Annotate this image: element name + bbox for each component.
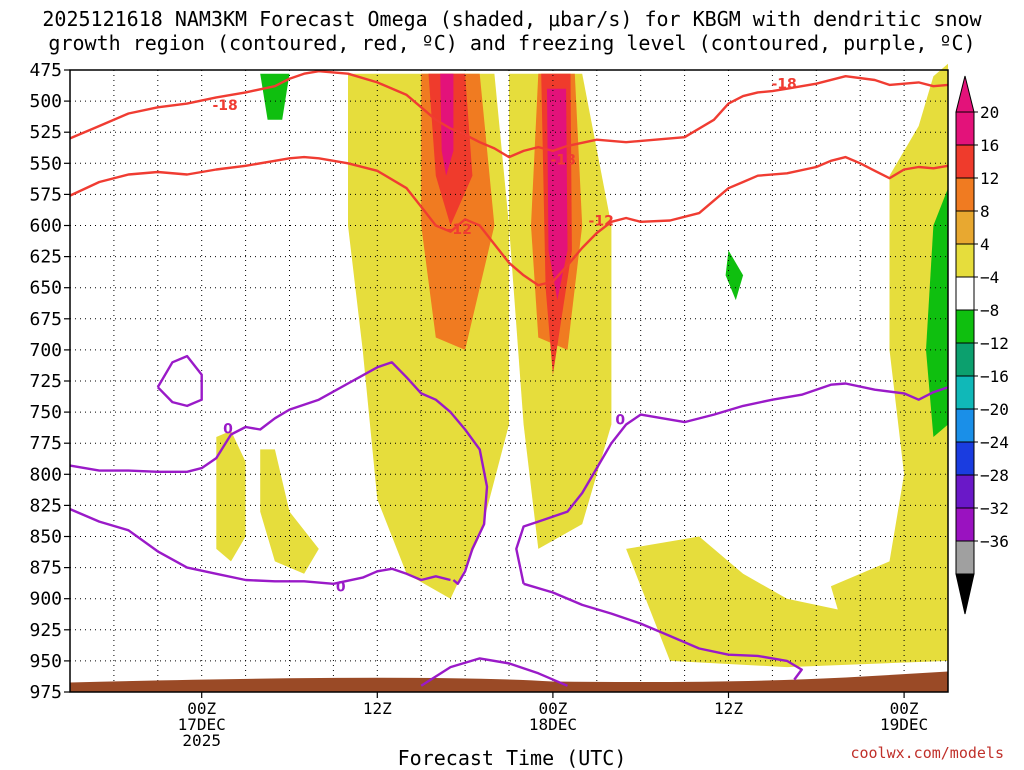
y-tick-label-550: 550 xyxy=(29,153,62,174)
contour-line-8 xyxy=(420,657,568,687)
x-tick-label-3-1: 00Z xyxy=(538,699,567,718)
y-tick-label-675: 675 xyxy=(29,309,62,330)
y-tick-label-950: 950 xyxy=(29,651,62,672)
omega-region-low-band xyxy=(626,536,948,668)
colorbar-label-1: 20 xyxy=(980,103,999,122)
colorbar-label-11: −24 xyxy=(980,433,1009,452)
contour-labels: -18 -18 -18 -12 -12 0 0 0 xyxy=(212,77,796,596)
y-tick-label-825: 825 xyxy=(29,495,62,516)
colorbar-label-6: −4 xyxy=(980,268,999,287)
chart-title-line-1: 2025121618 NAM3KM Forecast Omega (shaded… xyxy=(42,7,982,31)
contour-line-5 xyxy=(69,507,451,585)
omega-region-magenta-2 xyxy=(547,88,568,301)
x-tick-label-1-3: 2025 xyxy=(182,731,221,750)
x-tick-label-5-1: 00Z xyxy=(890,699,919,718)
y-tick-label-975: 975 xyxy=(29,682,62,703)
colorbar-segment-3 xyxy=(955,177,975,212)
ground-terrain xyxy=(70,671,948,692)
y-tick-label-500: 500 xyxy=(29,91,62,112)
ground-fill xyxy=(70,671,948,692)
contour-label-1: -18 xyxy=(212,98,237,114)
chart-title-line-2: growth region (contoured, red, ºC) and f… xyxy=(48,31,976,55)
colorbar-label-10: −20 xyxy=(980,400,1009,419)
x-tick-label-5-2: 19DEC xyxy=(880,715,928,734)
colorbar-segment-1 xyxy=(955,111,975,146)
colorbar-label-5: 4 xyxy=(980,235,990,254)
omega-region-left-blob xyxy=(216,430,246,562)
x-axis-title: Forecast Time (UTC) xyxy=(397,746,627,770)
colorbar-segment-13 xyxy=(955,507,975,542)
omega-region-green-top xyxy=(260,73,290,120)
colorbar-label-8: −12 xyxy=(980,334,1009,353)
contour-label-4: -12 xyxy=(447,222,472,238)
omega-region-magenta-1 xyxy=(440,73,454,176)
y-tick-label-625: 625 xyxy=(29,247,62,268)
contour-line-3 xyxy=(69,361,489,585)
colorbar-segment-5 xyxy=(955,243,975,278)
contour-label-2: -18 xyxy=(550,153,575,169)
y-tick-label-800: 800 xyxy=(29,464,62,485)
colorbar-segment-14 xyxy=(955,540,975,575)
y-tick-label-475: 475 xyxy=(29,60,62,81)
colorbar: 20 16 12 8 4 −4 −8 −12 −16 −20 −24 −28 −32 −36 xyxy=(955,75,1009,615)
x-tick-label-2-1: 12Z xyxy=(363,699,392,718)
colorbar-under-triangle xyxy=(955,573,975,615)
omega-shading-layer xyxy=(216,63,948,668)
colorbar-label-7: −8 xyxy=(980,301,999,320)
colorbar-segment-2 xyxy=(955,144,975,179)
y-tick-label-900: 900 xyxy=(29,589,62,610)
colorbar-label-2: 16 xyxy=(980,136,999,155)
omega-region-green-mid xyxy=(725,250,744,301)
colorbar-label-3: 12 xyxy=(980,169,999,188)
colorbar-label-14: −36 xyxy=(980,532,1009,551)
contour-line-1 xyxy=(69,70,949,159)
colorbar-segment-7 xyxy=(955,309,975,344)
x-tick-label-3-2: 18DEC xyxy=(529,715,577,734)
y-tick-label-850: 850 xyxy=(29,527,62,548)
contour-label-6: 0 xyxy=(223,421,233,437)
contour-label-3: -18 xyxy=(771,77,796,93)
contour-layer xyxy=(69,70,949,687)
colorbar-label-9: −16 xyxy=(980,367,1009,386)
x-tick-label-1-1: 00Z xyxy=(187,699,216,718)
y-tick-label-700: 700 xyxy=(29,340,62,361)
colorbar-segment-11 xyxy=(955,441,975,476)
y-tick-label-875: 875 xyxy=(29,558,62,579)
y-tick-label-575: 575 xyxy=(29,184,62,205)
colorbar-segment-10 xyxy=(955,408,975,443)
contour-line-2 xyxy=(69,155,949,287)
y-tick-label-600: 600 xyxy=(29,216,62,237)
contour-label-8: 0 xyxy=(336,579,346,595)
y-tick-label-925: 925 xyxy=(29,620,62,641)
colorbar-segment-6 xyxy=(955,276,975,311)
y-tick-label-725: 725 xyxy=(29,371,62,392)
y-tick-label-750: 750 xyxy=(29,402,62,423)
omega-region-right-band xyxy=(830,63,948,661)
colorbar-over-triangle xyxy=(955,75,975,113)
omega-region-green-right xyxy=(926,188,948,437)
colorbar-label-13: −32 xyxy=(980,499,1009,518)
colorbar-label-12: −28 xyxy=(980,466,1009,485)
colorbar-segment-4 xyxy=(955,210,975,245)
x-tick-label-4-1: 12Z xyxy=(714,699,743,718)
contour-label-7: 0 xyxy=(615,413,625,429)
contour-line-6 xyxy=(523,582,803,681)
y-axis-ticks: 475 500 525 550 575 600 625 650 675 700 725 750 775 8… xyxy=(29,60,70,703)
omega-region-left-blob-2 xyxy=(260,449,319,574)
y-tick-label-650: 650 xyxy=(29,278,62,299)
x-tick-label-1-2: 17DEC xyxy=(178,715,226,734)
credit-link[interactable]: coolwx.com/models xyxy=(850,744,1004,762)
y-tick-label-525: 525 xyxy=(29,122,62,143)
colorbar-segment-8 xyxy=(955,342,975,377)
contour-line-4 xyxy=(515,382,949,585)
contour-label-5: -12 xyxy=(589,214,614,230)
y-tick-label-775: 775 xyxy=(29,433,62,454)
colorbar-label-4: 8 xyxy=(980,202,990,221)
contour-line-7 xyxy=(156,354,203,408)
colorbar-segment-9 xyxy=(955,375,975,410)
colorbar-segment-12 xyxy=(955,474,975,509)
